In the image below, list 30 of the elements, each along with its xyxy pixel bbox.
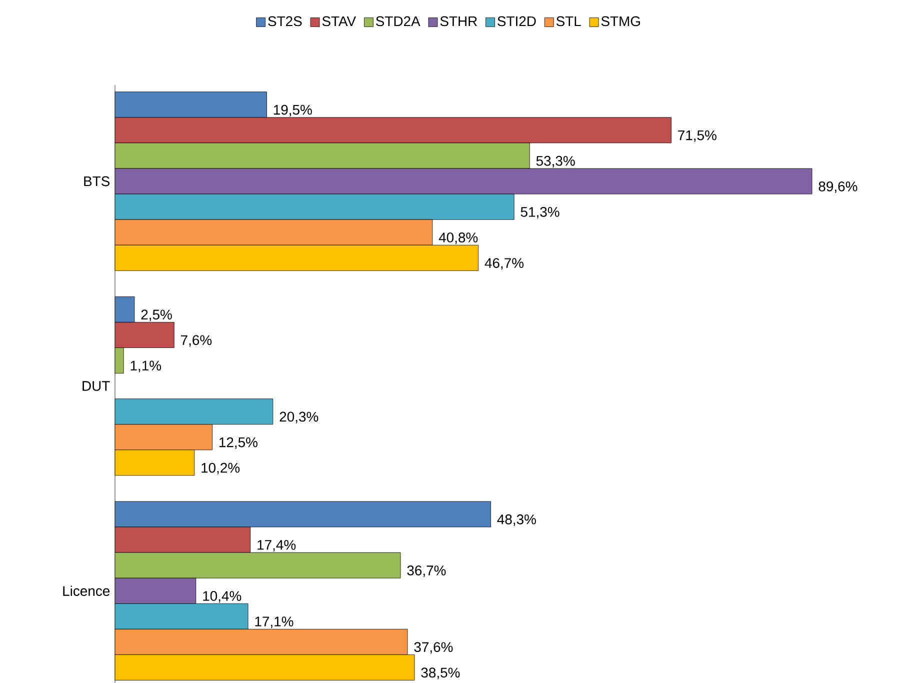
legend-label: STL [556, 16, 581, 26]
data-label: 37,6% [414, 642, 453, 654]
data-label: 48,3% [497, 514, 536, 526]
data-label: 51,3% [520, 206, 560, 218]
legend-label: STMG [601, 16, 640, 26]
data-label: 89,6% [818, 181, 858, 193]
data-label: 2,5% [141, 310, 172, 322]
data-label: 53,3% [536, 156, 575, 168]
data-label: 17,4% [258, 540, 296, 552]
legend-label: STAV [322, 16, 356, 26]
data-label: 36,7% [407, 565, 446, 577]
legend-label: STD2A [376, 16, 420, 26]
data-label: 10,2% [202, 462, 240, 474]
data-label: 71,5% [678, 130, 716, 142]
data-label: 12,5% [219, 437, 258, 449]
data-label: 7,6% [181, 335, 212, 347]
legend-label: STHR [440, 16, 477, 26]
y-tick-label: Licence [63, 586, 110, 596]
y-tick-label: DUT [82, 381, 110, 391]
data-label: 46,7% [484, 258, 524, 270]
data-label: 17,1% [255, 616, 294, 628]
y-tick-label: BTS [84, 176, 110, 186]
data-label: 20,3% [280, 412, 318, 424]
data-label: 19,5% [274, 104, 312, 116]
data-label: 1,1% [130, 360, 162, 372]
legend-label: STI2D [498, 16, 536, 26]
legend-label: ST2S [268, 16, 302, 26]
data-label: 10,4% [203, 590, 242, 602]
data-label: 38,5% [421, 668, 460, 680]
data-label: 40,8% [438, 232, 478, 244]
